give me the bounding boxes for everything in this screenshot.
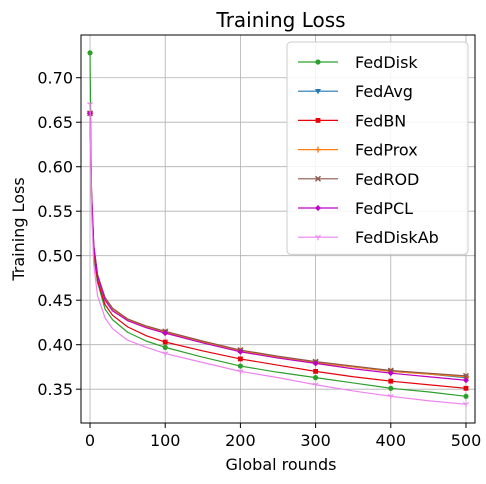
- legend-label: FedProx: [355, 141, 418, 160]
- y-tick-label: 0.45: [37, 291, 73, 310]
- data-point: [162, 344, 168, 350]
- x-tick-label: 100: [150, 431, 181, 450]
- data-point: [313, 368, 318, 374]
- data-point: [238, 356, 243, 362]
- data-point: [463, 385, 469, 391]
- legend-box: [286, 41, 469, 255]
- legend-label: FedPCL: [355, 199, 413, 218]
- data-point: [463, 393, 469, 399]
- x-tick-label: 0: [85, 431, 95, 450]
- y-tick-label: 0.50: [37, 247, 73, 266]
- y-tick-label: 0.65: [37, 113, 73, 132]
- data-point: [387, 370, 394, 377]
- data-point: [237, 369, 244, 375]
- data-point: [312, 382, 319, 388]
- data-point: [312, 360, 319, 367]
- series-lines: [87, 50, 469, 408]
- legend-marker: [315, 205, 321, 211]
- y-tick-label: 0.40: [37, 336, 73, 355]
- legend-item-fedpcl: FedPCL: [298, 199, 413, 218]
- legend-marker: [315, 89, 321, 95]
- legend-label: FedDiskAb: [355, 228, 439, 247]
- y-tick-label: 0.55: [37, 202, 73, 221]
- plot-frame: [80, 34, 476, 424]
- data-point: [162, 339, 168, 345]
- data-point: [237, 363, 244, 369]
- x-tick-label: 200: [225, 431, 256, 450]
- data-point: [237, 348, 244, 355]
- data-point: [463, 402, 469, 408]
- data-point: [87, 50, 93, 56]
- axis-ticks: 0 100 200 300 400 500 0.35 0.40 0.45 0.50 0.55 0.60…: [37, 69, 481, 450]
- legend-marker: [315, 118, 321, 123]
- x-tick-label: 400: [376, 431, 407, 450]
- series-fedpcl: [87, 110, 469, 384]
- data-point: [462, 377, 469, 384]
- legend-item-feddiskab: FedDiskAb: [298, 228, 439, 247]
- x-tick-label: 300: [300, 431, 331, 450]
- legend-item-fedrod: FedROD: [298, 170, 419, 189]
- x-tick-label: 500: [451, 431, 482, 450]
- legend-label: FedAvg: [355, 82, 413, 101]
- data-point: [87, 102, 93, 108]
- y-axis-label: Training Loss: [9, 177, 28, 281]
- y-tick-label: 0.70: [37, 69, 73, 88]
- data-point: [312, 375, 319, 381]
- legend-label: FedDisk: [355, 53, 418, 72]
- legend-item-fedbn: FedBN: [298, 111, 406, 130]
- legend-item-feddisk: FedDisk: [298, 53, 418, 72]
- legend-label: FedROD: [355, 170, 419, 189]
- legend-marker: [315, 146, 321, 153]
- legend-marker: [315, 234, 321, 241]
- data-point: [387, 394, 394, 400]
- legend-marker: [315, 59, 321, 65]
- x-axis-label: Global rounds: [226, 455, 337, 474]
- legend-label: FedBN: [355, 111, 406, 130]
- data-point: [462, 372, 469, 379]
- chart-title: Training Loss: [215, 8, 345, 32]
- data-point: [388, 378, 394, 384]
- data-point: [162, 330, 169, 337]
- y-tick-label: 0.60: [37, 158, 73, 177]
- data-point: [162, 351, 169, 357]
- legend-item-fedprox: FedProx: [298, 141, 418, 160]
- data-point: [388, 385, 394, 391]
- series-feddiskab: [87, 102, 469, 408]
- legend-marker: [315, 175, 321, 182]
- legend: FedDisk FedAvg FedBN FedProx FedROD FedPCL Fed…: [286, 41, 469, 255]
- legend-item-fedavg: FedAvg: [298, 82, 413, 101]
- y-tick-label: 0.35: [37, 380, 73, 399]
